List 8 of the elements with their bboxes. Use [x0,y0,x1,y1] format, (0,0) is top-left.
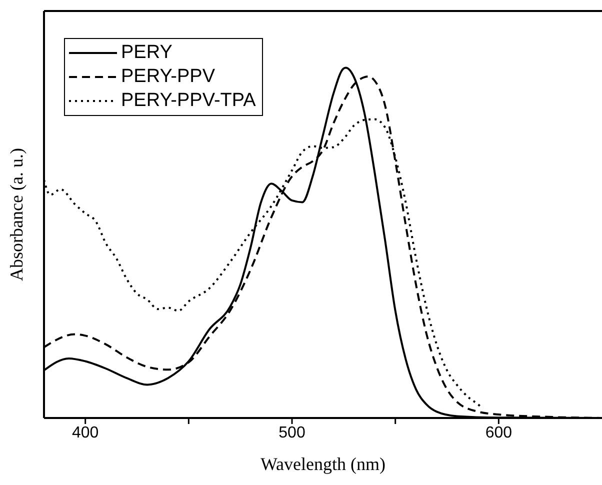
x-axis-title: Wavelength (nm) [260,454,386,474]
x-tick-label: 400 [72,424,99,442]
legend-label: PERY [121,42,172,64]
legend-label: PERY-PPV-TPA [121,90,256,112]
legend-label: PERY-PPV [121,66,215,88]
y-axis-title: Absorbance (a. u.) [6,148,26,281]
x-tick-label: 500 [278,424,306,442]
x-tick-label: 600 [485,424,512,442]
